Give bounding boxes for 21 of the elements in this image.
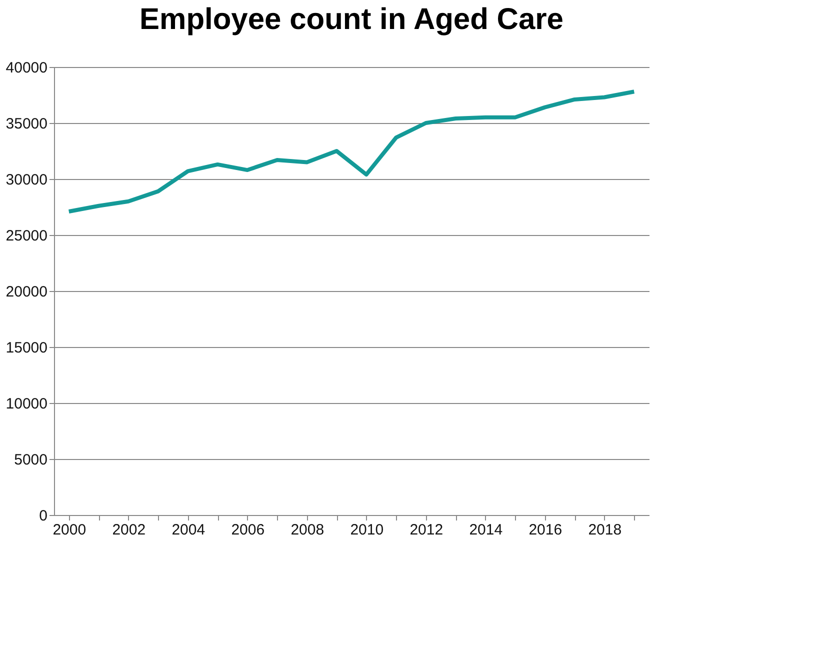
- y-tick-label: 40000: [6, 60, 48, 76]
- x-tick-label: 2018: [588, 522, 622, 538]
- x-tick-label: 2002: [112, 522, 146, 538]
- x-tick-label: 2012: [410, 522, 444, 538]
- y-tick-label: 25000: [6, 228, 48, 244]
- x-tick-label: 2006: [231, 522, 265, 538]
- y-tick-label: 15000: [6, 340, 48, 356]
- x-tick-label: 2014: [469, 522, 503, 538]
- x-tick-label: 2004: [172, 522, 206, 538]
- y-tick-label: 0: [39, 508, 48, 524]
- x-tick-label: 2016: [528, 522, 562, 538]
- y-tick-label: 30000: [6, 172, 48, 188]
- x-tick-label: 2000: [52, 522, 86, 538]
- line-series: [66, 90, 636, 214]
- x-tick-label: 2010: [350, 522, 384, 538]
- x-tick-label: 2008: [290, 522, 324, 538]
- y-tick-label: 10000: [6, 396, 48, 412]
- chart-title: Employee count in Aged Care: [140, 3, 564, 36]
- y-tick-label: 35000: [6, 116, 48, 132]
- y-tick-label: 20000: [6, 284, 48, 300]
- y-tick-label: 5000: [14, 452, 48, 468]
